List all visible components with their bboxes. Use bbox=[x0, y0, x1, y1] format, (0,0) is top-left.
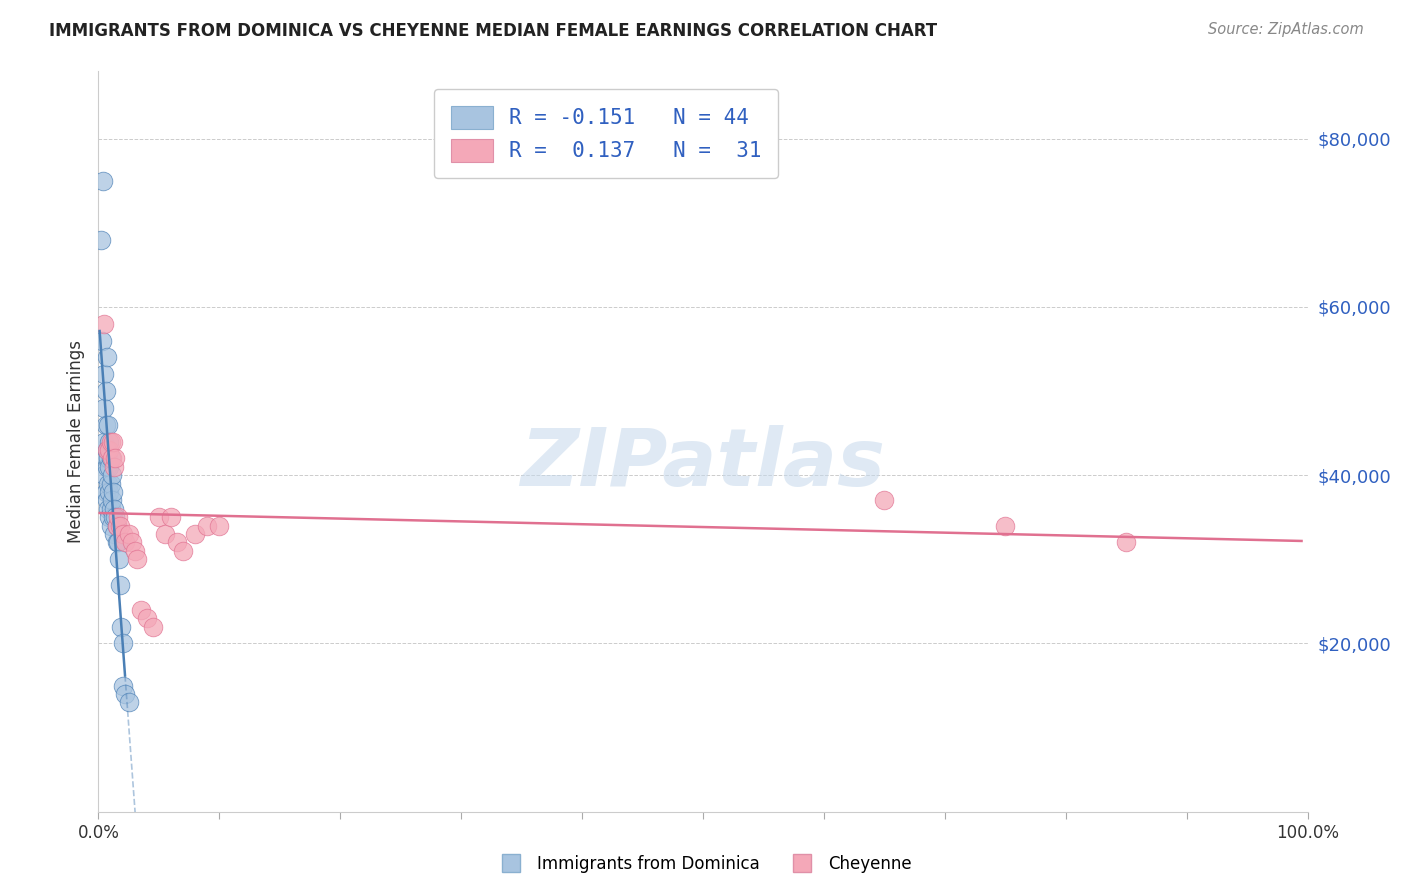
Point bbox=[93, 317, 115, 331]
Point bbox=[100, 476, 122, 491]
Point bbox=[1115, 535, 1137, 549]
Point bbox=[129, 603, 152, 617]
Point bbox=[97, 476, 120, 491]
Point bbox=[994, 518, 1017, 533]
Point bbox=[208, 518, 231, 533]
Point bbox=[101, 434, 124, 449]
Point bbox=[93, 434, 115, 449]
Point bbox=[153, 527, 176, 541]
Y-axis label: Median Female Earnings: Median Female Earnings bbox=[66, 340, 84, 543]
Point bbox=[160, 510, 183, 524]
Point bbox=[94, 451, 117, 466]
Point bbox=[142, 619, 165, 633]
Text: IMMIGRANTS FROM DOMINICA VS CHEYENNE MEDIAN FEMALE EARNINGS CORRELATION CHART: IMMIGRANTS FROM DOMINICA VS CHEYENNE MED… bbox=[49, 22, 938, 40]
Point bbox=[105, 518, 128, 533]
Point bbox=[94, 485, 117, 500]
Point bbox=[97, 501, 120, 516]
Point bbox=[97, 417, 120, 432]
Point bbox=[184, 527, 207, 541]
Point bbox=[93, 468, 115, 483]
Point bbox=[100, 451, 122, 466]
Text: Source: ZipAtlas.com: Source: ZipAtlas.com bbox=[1208, 22, 1364, 37]
Point bbox=[103, 501, 125, 516]
Point bbox=[100, 451, 122, 466]
Point bbox=[118, 695, 141, 709]
Point bbox=[111, 636, 134, 650]
Point bbox=[107, 535, 129, 549]
Point bbox=[103, 459, 125, 474]
Point bbox=[172, 544, 194, 558]
Text: ZIPatlas: ZIPatlas bbox=[520, 425, 886, 503]
Point bbox=[124, 544, 146, 558]
Point bbox=[94, 384, 117, 398]
Point bbox=[111, 679, 134, 693]
Point bbox=[100, 468, 122, 483]
Point bbox=[98, 510, 121, 524]
Point bbox=[98, 485, 121, 500]
Point bbox=[98, 442, 121, 457]
Point bbox=[114, 535, 136, 549]
Point bbox=[108, 577, 131, 591]
Point bbox=[101, 510, 124, 524]
Point bbox=[96, 442, 118, 457]
Point bbox=[91, 334, 114, 348]
Point bbox=[108, 552, 131, 566]
Point bbox=[121, 535, 143, 549]
Point bbox=[110, 619, 132, 633]
Point bbox=[166, 535, 188, 549]
Point bbox=[100, 493, 122, 508]
Point bbox=[93, 401, 115, 415]
Point bbox=[105, 518, 128, 533]
Point bbox=[103, 527, 125, 541]
Point bbox=[148, 510, 170, 524]
Point bbox=[127, 552, 149, 566]
Point bbox=[94, 417, 117, 432]
Point bbox=[100, 518, 122, 533]
Point bbox=[96, 459, 118, 474]
Point bbox=[90, 233, 112, 247]
Point bbox=[118, 527, 141, 541]
Point bbox=[135, 611, 157, 625]
Legend: Immigrants from Dominica, Cheyenne: Immigrants from Dominica, Cheyenne bbox=[488, 848, 918, 880]
Point bbox=[93, 368, 115, 382]
Point bbox=[107, 510, 129, 524]
Point bbox=[91, 174, 114, 188]
Point bbox=[105, 535, 128, 549]
Point bbox=[96, 351, 118, 365]
Point bbox=[100, 434, 122, 449]
Point bbox=[98, 459, 121, 474]
Point bbox=[96, 442, 118, 457]
Point bbox=[104, 510, 127, 524]
Point bbox=[195, 518, 218, 533]
Point bbox=[98, 434, 121, 449]
Point bbox=[108, 518, 131, 533]
Point bbox=[114, 687, 136, 701]
Legend: R = -0.151   N = 44, R =  0.137   N =  31: R = -0.151 N = 44, R = 0.137 N = 31 bbox=[434, 89, 779, 178]
Point bbox=[101, 485, 124, 500]
Point bbox=[111, 527, 134, 541]
Point bbox=[96, 493, 118, 508]
Point bbox=[104, 451, 127, 466]
Point bbox=[100, 501, 122, 516]
Point bbox=[97, 451, 120, 466]
Point bbox=[873, 493, 896, 508]
